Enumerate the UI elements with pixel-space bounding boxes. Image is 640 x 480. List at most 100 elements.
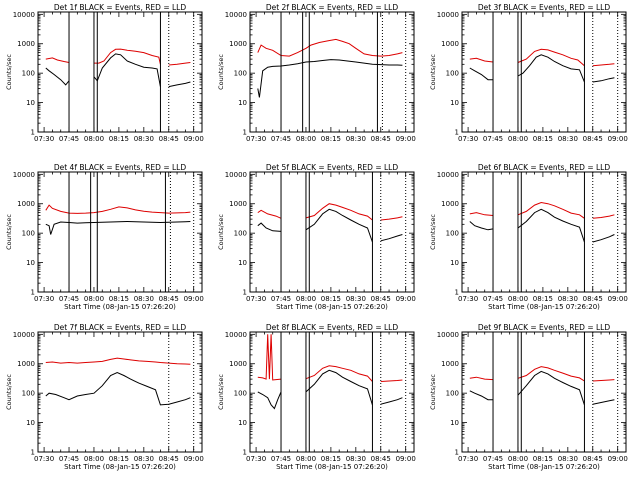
x-tick-label: 09:00 xyxy=(184,135,204,143)
series-line-lld xyxy=(257,334,282,381)
y-tick-label: 1000 xyxy=(441,200,459,208)
plot-frame xyxy=(461,331,627,453)
y-tick-label: 1000 xyxy=(17,360,35,368)
series-line-lld xyxy=(94,48,161,65)
x-tick-label: 07:30 xyxy=(34,135,54,143)
y-tick-label: 100 xyxy=(446,70,459,78)
x-tick-label: 08:30 xyxy=(558,135,578,143)
x-tick-label: 07:45 xyxy=(483,135,503,143)
plot-frame xyxy=(37,331,203,453)
series-line-lld xyxy=(517,366,585,382)
x-tick-label: 07:30 xyxy=(458,455,478,463)
x-tick-label: 09:00 xyxy=(608,455,628,463)
x-axis-label: Start Time (08-Jan-15 07:26:20) xyxy=(488,303,600,311)
detector-panel-5: 1 10 100 1000 10000 07:30 07:45 08:00 08:15 08:30… xyxy=(217,163,416,311)
panel-title: Det 2f BLACK = Events, RED = LLD xyxy=(266,3,399,12)
panel-title: Det 4f BLACK = Events, RED = LLD xyxy=(54,163,187,172)
y-tick-label: 100 xyxy=(234,390,247,398)
y-axis-label: Counts/sec xyxy=(429,214,437,250)
y-tick-label: 10000 xyxy=(437,11,459,19)
x-axis-label: Start Time (08-Jan-15 07:26:20) xyxy=(488,463,600,471)
x-tick-label: 08:45 xyxy=(371,295,391,303)
y-tick-label: 10 xyxy=(238,99,247,107)
x-tick-label: 08:45 xyxy=(159,295,179,303)
series-line-lld xyxy=(257,209,282,219)
y-tick-label: 10 xyxy=(26,259,35,267)
x-tick-label: 07:45 xyxy=(59,455,79,463)
series-line-events xyxy=(45,372,191,406)
series-line-events xyxy=(517,370,585,406)
detector-panel-3: 1 10 100 1000 10000 07:30 07:45 08:00 08:15 08:30… xyxy=(429,3,628,143)
y-tick-label: 100 xyxy=(22,70,35,78)
x-tick-label: 08:15 xyxy=(533,135,553,143)
y-tick-label: 1 xyxy=(243,129,247,137)
x-tick-label: 07:45 xyxy=(483,295,503,303)
y-tick-label: 1000 xyxy=(17,200,35,208)
x-tick-label: 08:30 xyxy=(346,135,366,143)
detector-panel-6: 1 10 100 1000 10000 07:30 07:45 08:00 08:15 08:30… xyxy=(429,163,628,311)
x-tick-label: 08:00 xyxy=(296,455,316,463)
y-tick-label: 1 xyxy=(243,449,247,457)
series-line-events xyxy=(380,397,403,405)
y-tick-label: 100 xyxy=(234,70,247,78)
x-tick-label: 08:15 xyxy=(109,135,129,143)
x-tick-label: 08:15 xyxy=(321,455,341,463)
x-axis-label: Start Time (08-Jan-15 07:26:20) xyxy=(64,463,176,471)
y-tick-label: 10000 xyxy=(225,11,247,19)
y-tick-label: 10000 xyxy=(437,171,459,179)
series-line-lld xyxy=(517,201,585,219)
detector-panel-4: 1 10 100 1000 10000 07:30 07:45 08:00 08:15 08:30… xyxy=(5,163,204,311)
series-line-lld xyxy=(469,376,494,381)
x-tick-label: 08:30 xyxy=(346,455,366,463)
y-tick-label: 10 xyxy=(238,419,247,427)
panel-title: Det 3f BLACK = Events, RED = LLD xyxy=(478,3,611,12)
y-tick-label: 10 xyxy=(450,99,459,107)
y-tick-label: 1000 xyxy=(17,40,35,48)
detector-panel-8: 1 10 100 1000 10000 07:30 07:45 08:00 08:15 08:30… xyxy=(217,323,416,471)
x-tick-label: 08:15 xyxy=(321,135,341,143)
y-tick-label: 1 xyxy=(31,449,35,457)
panel-title: Det 6f BLACK = Events, RED = LLD xyxy=(478,163,611,172)
x-tick-label: 08:30 xyxy=(558,295,578,303)
y-tick-label: 10000 xyxy=(13,331,35,339)
y-axis-label: Counts/sec xyxy=(5,54,13,90)
y-tick-label: 10000 xyxy=(437,331,459,339)
x-tick-label: 07:45 xyxy=(59,295,79,303)
plot-frame xyxy=(461,171,627,293)
series-line-lld xyxy=(469,57,494,63)
panel-title: Det 5f BLACK = Events, RED = LLD xyxy=(266,163,399,172)
x-tick-label: 08:00 xyxy=(508,135,528,143)
x-tick-label: 08:15 xyxy=(321,295,341,303)
x-tick-label: 08:15 xyxy=(533,455,553,463)
y-axis-label: Counts/sec xyxy=(217,374,225,410)
plot-frame xyxy=(249,331,415,453)
series-line-lld xyxy=(380,216,403,221)
x-tick-label: 07:30 xyxy=(246,295,266,303)
y-tick-label: 1 xyxy=(455,449,459,457)
detector-panel-7: 1 10 100 1000 10000 07:30 07:45 08:00 08:15 08:30… xyxy=(5,323,204,471)
x-axis-label: Start Time (08-Jan-15 07:26:20) xyxy=(276,303,388,311)
x-tick-label: 08:15 xyxy=(533,295,553,303)
series-line-lld xyxy=(45,57,70,63)
series-line-events xyxy=(257,222,282,232)
y-tick-label: 10 xyxy=(26,419,35,427)
x-tick-label: 07:45 xyxy=(483,455,503,463)
x-tick-label: 08:00 xyxy=(296,295,316,303)
x-tick-label: 08:00 xyxy=(296,135,316,143)
x-tick-label: 07:45 xyxy=(271,135,291,143)
series-line-events xyxy=(592,77,615,83)
x-tick-label: 07:45 xyxy=(271,455,291,463)
x-tick-label: 08:45 xyxy=(583,295,603,303)
series-line-lld xyxy=(592,214,615,219)
x-tick-label: 09:00 xyxy=(396,295,416,303)
x-axis-label: Start Time (08-Jan-15 07:26:20) xyxy=(276,463,388,471)
x-tick-label: 09:00 xyxy=(184,455,204,463)
y-tick-label: 1000 xyxy=(229,360,247,368)
y-tick-label: 10 xyxy=(450,419,459,427)
series-line-lld xyxy=(517,48,585,67)
x-tick-label: 07:30 xyxy=(34,455,54,463)
series-line-events xyxy=(469,390,493,401)
y-tick-label: 1000 xyxy=(229,200,247,208)
series-line-events xyxy=(592,234,615,243)
